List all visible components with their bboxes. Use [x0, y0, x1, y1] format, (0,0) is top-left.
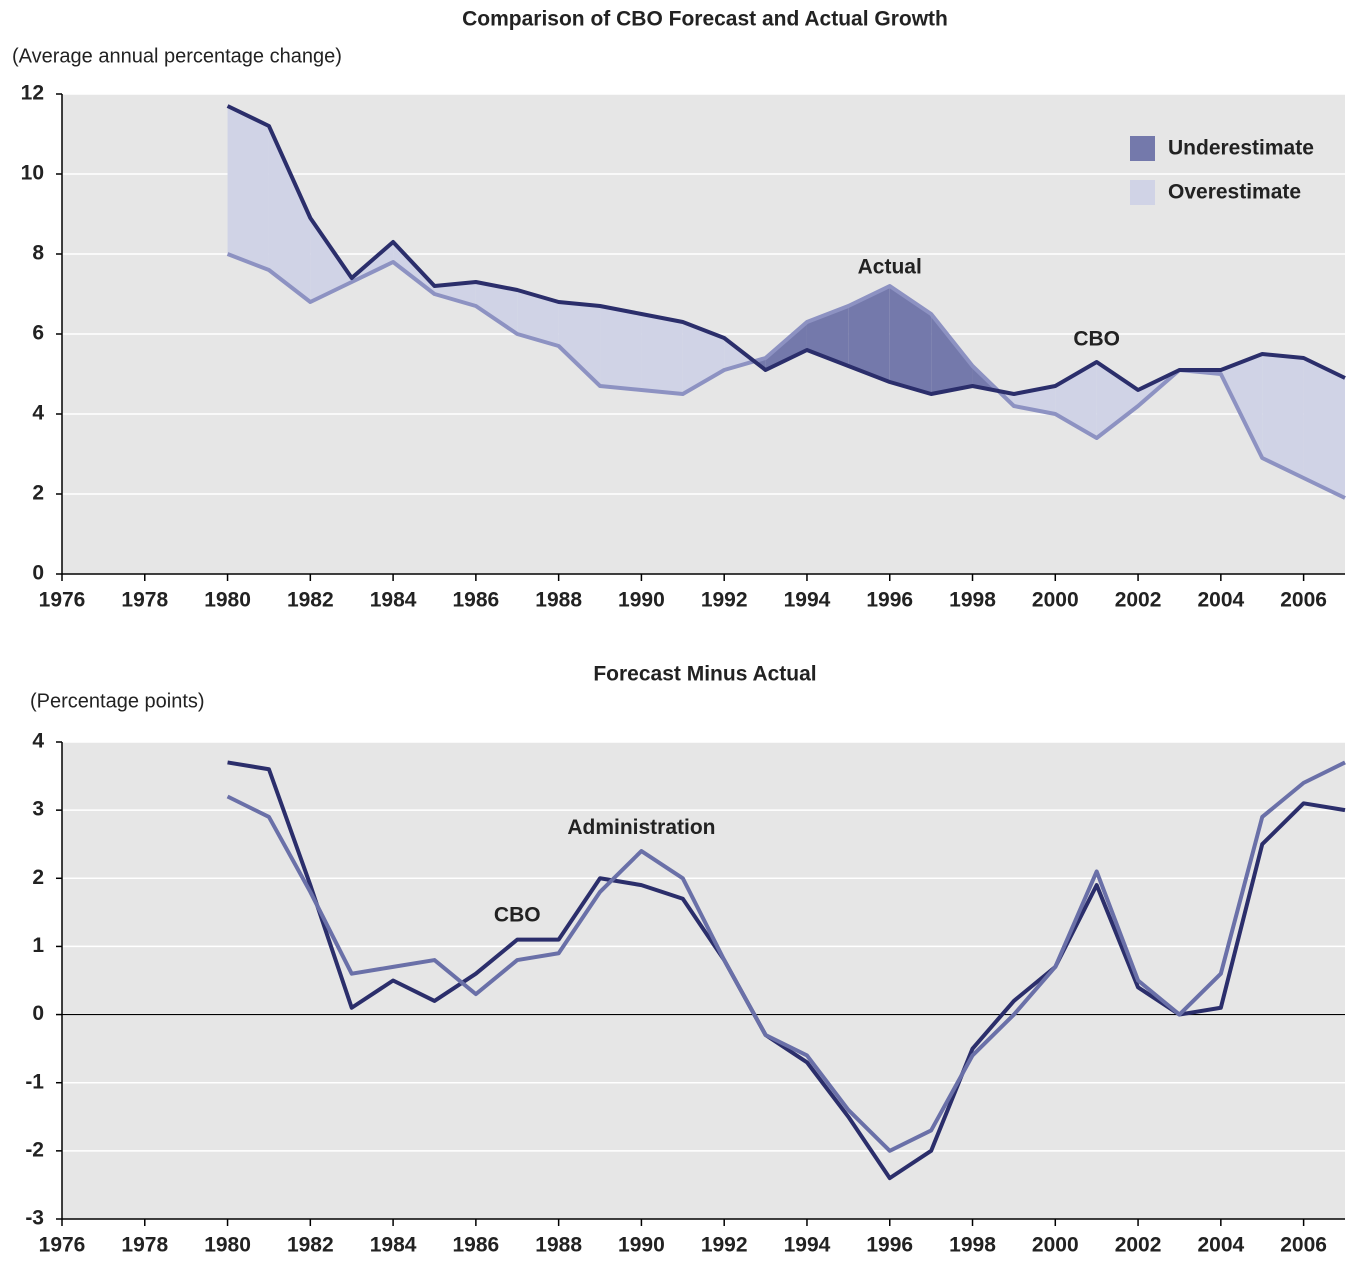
y-tick-label: 6: [32, 322, 44, 345]
x-tick-label: 2004: [1197, 1234, 1244, 1257]
x-tick-label: 1986: [453, 589, 500, 612]
y-tick-label: -1: [25, 1070, 44, 1093]
series-label: CBO: [1073, 328, 1120, 351]
x-tick-label: 1982: [287, 1234, 334, 1257]
plot-background: [62, 742, 1345, 1219]
x-tick-label: 1994: [784, 1234, 831, 1257]
y-tick-label: 1: [32, 934, 44, 957]
y-tick-label: -3: [25, 1207, 44, 1230]
y-tick-label: 4: [32, 730, 44, 753]
x-tick-label: 1998: [949, 1234, 996, 1257]
gap-fill: [517, 290, 559, 346]
gap-fill: [682, 322, 725, 394]
x-tick-label: 2006: [1280, 1234, 1327, 1257]
x-tick-label: 1998: [949, 589, 996, 612]
x-tick-label: 1996: [866, 1234, 913, 1257]
gap-fill: [889, 286, 932, 394]
gap-fill: [600, 306, 642, 390]
x-tick-label: 1990: [618, 589, 665, 612]
legend-swatch: [1130, 136, 1155, 161]
y-tick-label: 2: [32, 482, 44, 505]
series-line: [227, 760, 1346, 1181]
x-tick-label: 2004: [1197, 589, 1244, 612]
y-tick-label: 0: [32, 562, 44, 585]
series-label: Administration: [567, 816, 715, 839]
gap-fill: [1262, 354, 1304, 478]
x-tick-label: 2000: [1032, 1234, 1079, 1257]
x-tick-label: 2002: [1115, 589, 1162, 612]
y-tick-label: 2: [32, 866, 44, 889]
gap-fill: [310, 218, 352, 302]
legend-label: Overestimate: [1168, 181, 1301, 204]
x-tick-label: 1980: [204, 1234, 251, 1257]
x-tick-label: 1976: [39, 1234, 86, 1257]
x-tick-label: 1982: [287, 589, 334, 612]
y-axis-label: (Average annual percentage change): [12, 45, 342, 67]
y-tick-label: 10: [21, 162, 44, 185]
gap-fill: [475, 282, 518, 334]
x-tick-label: 1990: [618, 1234, 665, 1257]
gap-fill: [1096, 362, 1139, 438]
x-tick-label: 2000: [1032, 589, 1079, 612]
y-tick-label: 12: [21, 82, 44, 105]
series-line: [226, 760, 1346, 1153]
x-tick-label: 1992: [701, 1234, 748, 1257]
y-tick-label: 4: [32, 402, 44, 425]
gap-fill: [558, 302, 601, 386]
gap-fill: [268, 126, 311, 302]
x-tick-label: 1988: [535, 589, 582, 612]
legend-label: Underestimate: [1168, 137, 1314, 160]
x-tick-label: 1980: [204, 589, 251, 612]
x-tick-label: 1986: [453, 1234, 500, 1257]
gap-fill: [227, 106, 269, 270]
series-label: Actual: [858, 256, 922, 279]
gap-fill: [1220, 354, 1263, 458]
series-label: CBO: [494, 903, 541, 926]
gap-fill: [848, 286, 890, 382]
y-tick-label: -2: [25, 1138, 44, 1161]
x-tick-label: 1978: [121, 1234, 168, 1257]
y-axis-label: (Percentage points): [30, 690, 205, 712]
series-line: [226, 252, 1346, 500]
series-line: [226, 104, 1346, 396]
gap-fill: [1303, 358, 1345, 498]
gap-fill: [806, 306, 849, 366]
x-tick-label: 1984: [370, 589, 417, 612]
chart-title: Comparison of CBO Forecast and Actual Gr…: [462, 8, 948, 31]
x-tick-label: 1976: [39, 589, 86, 612]
x-tick-label: 2002: [1115, 1234, 1162, 1257]
x-tick-label: 1994: [784, 589, 831, 612]
y-tick-label: 8: [32, 242, 44, 265]
x-tick-label: 1988: [535, 1234, 582, 1257]
y-tick-label: 3: [32, 798, 44, 821]
x-tick-label: 1996: [866, 589, 913, 612]
gap-fill: [931, 314, 973, 394]
x-tick-label: 1992: [701, 589, 748, 612]
legend-swatch: [1130, 180, 1155, 205]
gap-fill: [641, 314, 683, 394]
x-tick-label: 1984: [370, 1234, 417, 1257]
x-tick-label: 1978: [121, 589, 168, 612]
gap-fill: [765, 322, 807, 370]
chart-title: Forecast Minus Actual: [593, 663, 816, 686]
gap-fill: [434, 282, 476, 306]
x-tick-label: 2006: [1280, 589, 1327, 612]
y-tick-label: 0: [32, 1002, 44, 1025]
